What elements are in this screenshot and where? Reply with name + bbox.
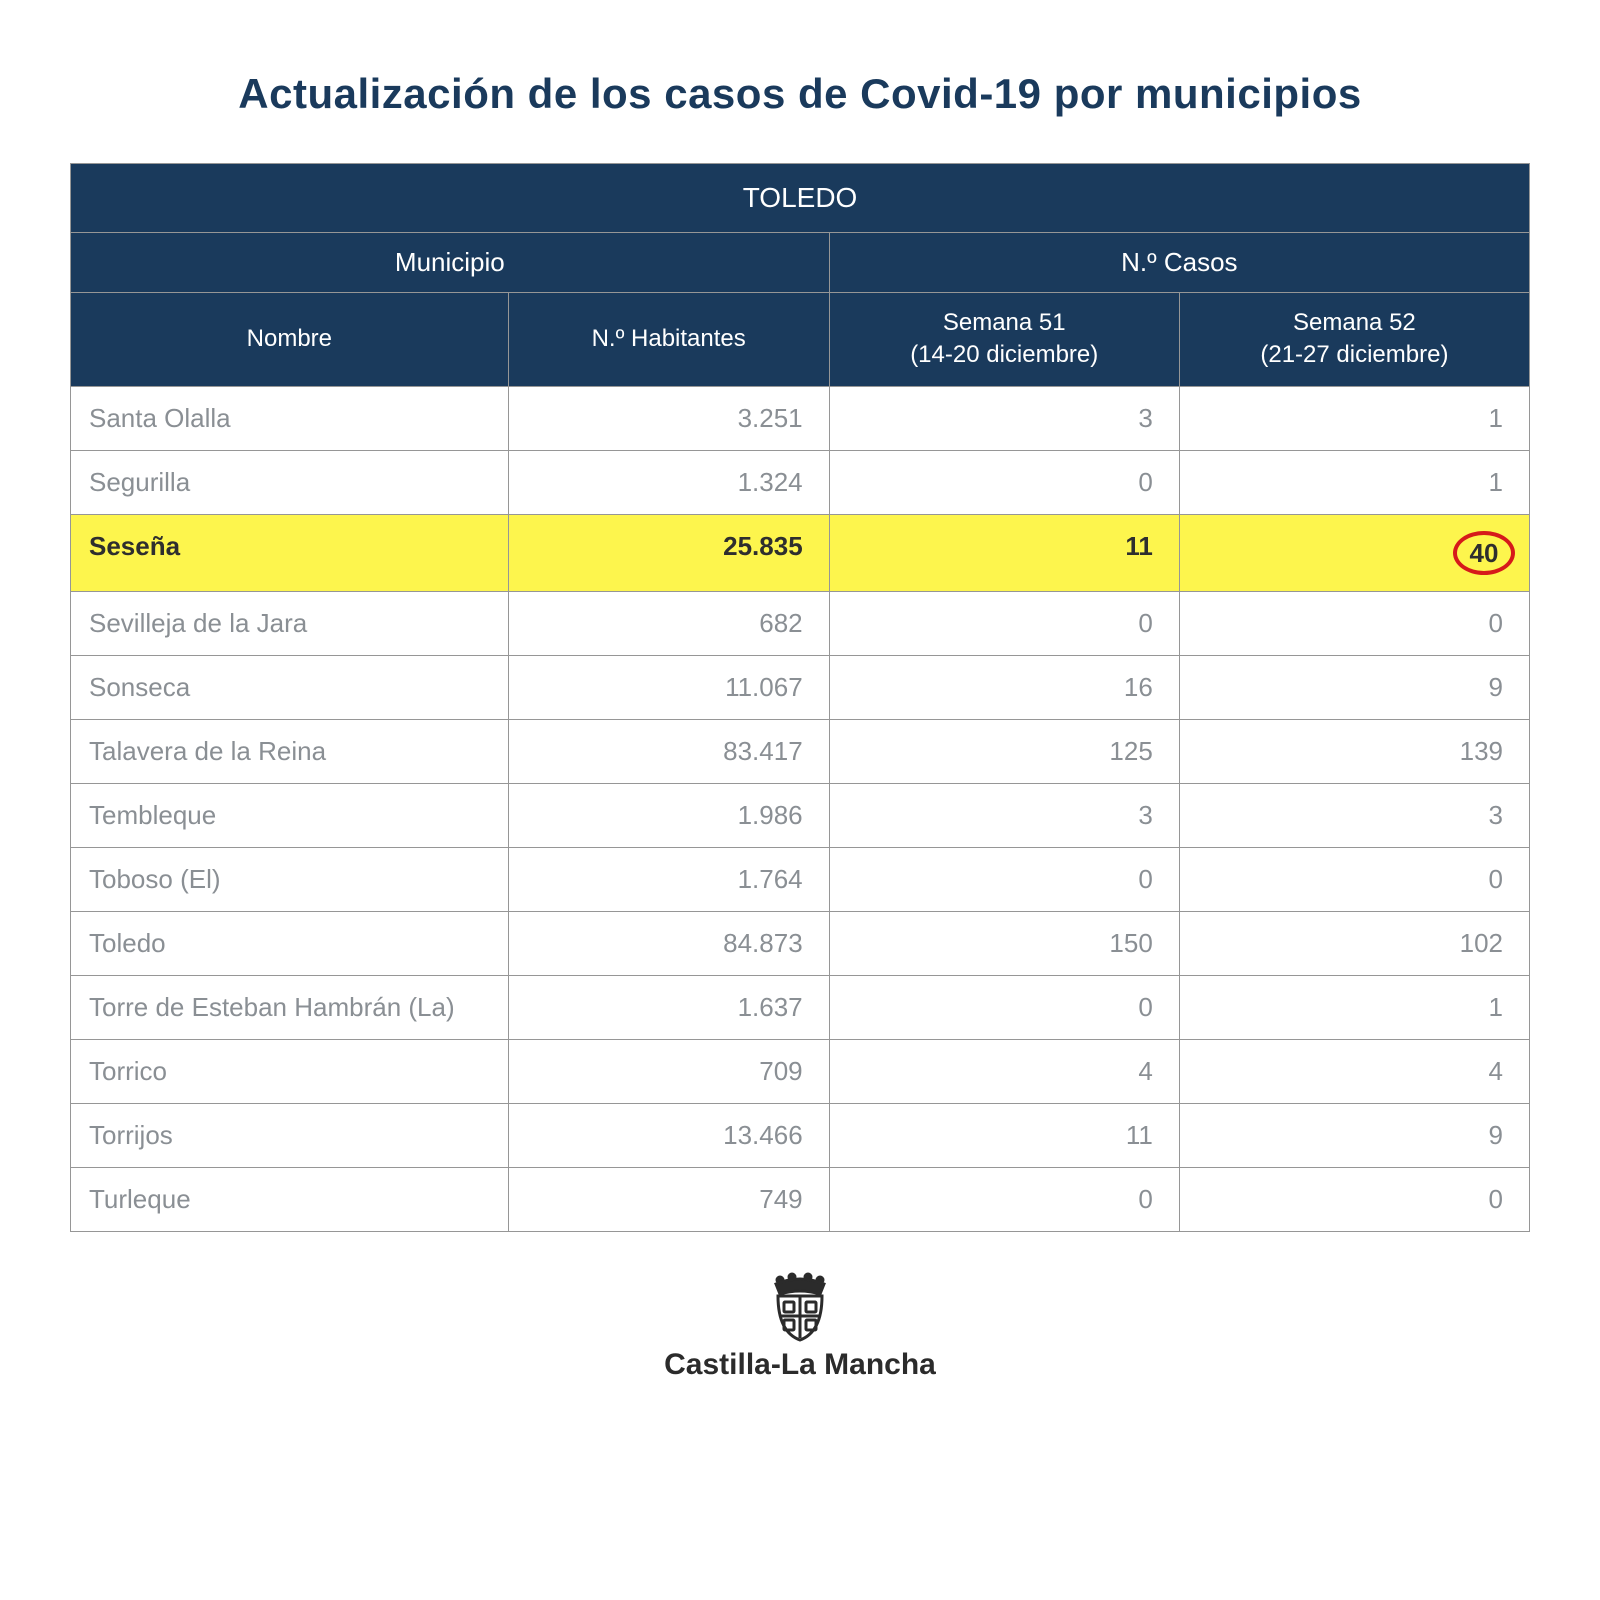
col-sem51-line2: (14-20 diciembre) xyxy=(910,341,1098,368)
cell-sem52: 1 xyxy=(1179,975,1529,1039)
table-row: Tembleque1.98633 xyxy=(71,783,1530,847)
cell-sem52: 9 xyxy=(1179,1103,1529,1167)
col-habitantes: N.º Habitantes xyxy=(508,293,829,387)
table-row: Torrijos13.466119 xyxy=(71,1103,1530,1167)
cell-habitantes: 84.873 xyxy=(508,911,829,975)
cell-habitantes: 682 xyxy=(508,591,829,655)
crest-icon xyxy=(760,1272,840,1342)
circled-value: 40 xyxy=(1453,531,1515,575)
cell-sem51: 4 xyxy=(829,1039,1179,1103)
cell-habitantes: 1.637 xyxy=(508,975,829,1039)
cell-sem52: 139 xyxy=(1179,719,1529,783)
cell-nombre: Turleque xyxy=(71,1167,509,1231)
group-casos: N.º Casos xyxy=(829,233,1529,293)
cell-sem51: 0 xyxy=(829,975,1179,1039)
table-row: Torrico70944 xyxy=(71,1039,1530,1103)
cell-habitantes: 25.835 xyxy=(508,514,829,591)
table-row: Segurilla1.32401 xyxy=(71,450,1530,514)
col-sem52-line2: (21-27 diciembre) xyxy=(1260,341,1448,368)
cell-sem52: 1 xyxy=(1179,386,1529,450)
cell-habitantes: 709 xyxy=(508,1039,829,1103)
table-row: Toboso (El)1.76400 xyxy=(71,847,1530,911)
cell-sem51: 0 xyxy=(829,847,1179,911)
cell-sem51: 0 xyxy=(829,591,1179,655)
cell-nombre: Santa Olalla xyxy=(71,386,509,450)
region-header: TOLEDO xyxy=(71,164,1530,233)
cell-nombre: Toboso (El) xyxy=(71,847,509,911)
cell-habitantes: 1.324 xyxy=(508,450,829,514)
cell-sem52: 0 xyxy=(1179,847,1529,911)
cell-sem51: 3 xyxy=(829,386,1179,450)
cell-sem51: 0 xyxy=(829,450,1179,514)
cell-nombre: Seseña xyxy=(71,514,509,591)
cell-sem51: 3 xyxy=(829,783,1179,847)
table-row: Sevilleja de la Jara68200 xyxy=(71,591,1530,655)
table-row: Torre de Esteban Hambrán (La)1.63701 xyxy=(71,975,1530,1039)
covid-table: TOLEDO Municipio N.º Casos Nombre N.º Ha… xyxy=(70,163,1530,1232)
group-municipio: Municipio xyxy=(71,233,830,293)
cell-sem52: 40 xyxy=(1179,514,1529,591)
cell-nombre: Torrico xyxy=(71,1039,509,1103)
cell-sem52: 1 xyxy=(1179,450,1529,514)
cell-sem52: 0 xyxy=(1179,1167,1529,1231)
footer-label: Castilla-La Mancha xyxy=(664,1348,936,1382)
table-row: Sonseca11.067169 xyxy=(71,655,1530,719)
cell-sem52: 9 xyxy=(1179,655,1529,719)
table-row: Seseña25.83511 40 xyxy=(71,514,1530,591)
cell-habitantes: 1.986 xyxy=(508,783,829,847)
page-title: Actualización de los casos de Covid-19 p… xyxy=(70,70,1530,118)
cell-nombre: Tembleque xyxy=(71,783,509,847)
footer: Castilla-La Mancha xyxy=(70,1272,1530,1382)
cell-sem51: 150 xyxy=(829,911,1179,975)
cell-nombre: Sonseca xyxy=(71,655,509,719)
col-nombre: Nombre xyxy=(71,293,509,387)
cell-nombre: Segurilla xyxy=(71,450,509,514)
cell-nombre: Torrijos xyxy=(71,1103,509,1167)
table-row: Toledo84.873150102 xyxy=(71,911,1530,975)
col-sem52-line1: Semana 52 xyxy=(1293,309,1416,336)
cell-sem51: 16 xyxy=(829,655,1179,719)
cell-sem52: 0 xyxy=(1179,591,1529,655)
cell-habitantes: 749 xyxy=(508,1167,829,1231)
cell-sem52: 102 xyxy=(1179,911,1529,975)
cell-habitantes: 13.466 xyxy=(508,1103,829,1167)
cell-sem51: 11 xyxy=(829,1103,1179,1167)
col-semana51: Semana 51 (14-20 diciembre) xyxy=(829,293,1179,387)
cell-nombre: Talavera de la Reina xyxy=(71,719,509,783)
cell-nombre: Sevilleja de la Jara xyxy=(71,591,509,655)
logo: Castilla-La Mancha xyxy=(664,1272,936,1382)
cell-habitantes: 83.417 xyxy=(508,719,829,783)
table-row: Turleque74900 xyxy=(71,1167,1530,1231)
cell-habitantes: 11.067 xyxy=(508,655,829,719)
col-semana52: Semana 52 (21-27 diciembre) xyxy=(1179,293,1529,387)
col-sem51-line1: Semana 51 xyxy=(943,309,1066,336)
cell-habitantes: 3.251 xyxy=(508,386,829,450)
cell-nombre: Torre de Esteban Hambrán (La) xyxy=(71,975,509,1039)
table-row: Santa Olalla3.25131 xyxy=(71,386,1530,450)
table-body: Santa Olalla3.25131Segurilla1.32401Seseñ… xyxy=(71,386,1530,1231)
cell-sem52: 4 xyxy=(1179,1039,1529,1103)
cell-sem51: 125 xyxy=(829,719,1179,783)
cell-nombre: Toledo xyxy=(71,911,509,975)
cell-sem51: 11 xyxy=(829,514,1179,591)
cell-habitantes: 1.764 xyxy=(508,847,829,911)
cell-sem52: 3 xyxy=(1179,783,1529,847)
cell-sem51: 0 xyxy=(829,1167,1179,1231)
table-row: Talavera de la Reina83.417125139 xyxy=(71,719,1530,783)
